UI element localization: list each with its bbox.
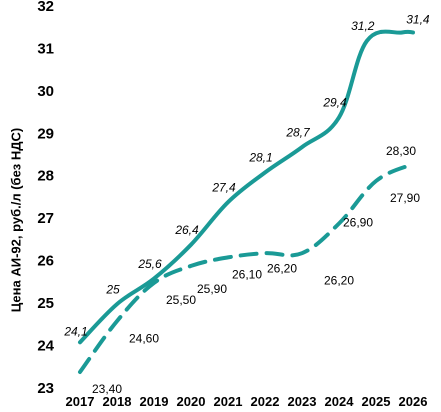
x-tick-label: 2019: [140, 394, 169, 409]
solid-data-label: 29,4: [322, 96, 347, 110]
y-tick-label: 27: [37, 210, 54, 227]
y-tick-label: 32: [37, 0, 54, 15]
solid-data-label: 26,4: [174, 223, 199, 237]
solid-data-label: 25: [105, 282, 120, 296]
dashed-series-line: [78, 162, 415, 374]
solid-data-label: 28,7: [285, 125, 311, 139]
x-tick-label: 2023: [288, 394, 317, 409]
y-axis-label-group: Цена АИ-92, руб./л (без НДС): [8, 128, 23, 312]
data-labels: 24,1 25 25,6 26,4 27,4 28,1 28,7 29,4 31,2 31,4 23…: [63, 13, 430, 397]
y-tick-label: 29: [37, 125, 54, 142]
solid-series-line: [78, 29, 415, 345]
solid-data-label: 31,2: [351, 19, 375, 33]
x-axis: 2017 2018 2019 2020 2021 2022 2023 2024 2025 2026: [66, 394, 428, 409]
y-tick-label: 23: [37, 380, 54, 397]
y-tick-label: 28: [37, 168, 54, 185]
y-tick-label: 25: [37, 295, 54, 312]
x-tick-label: 2026: [399, 394, 428, 409]
series-lines: [78, 29, 415, 374]
x-tick-label: 2020: [177, 394, 206, 409]
solid-data-label: 31,4: [406, 13, 430, 27]
x-tick-label: 2022: [251, 394, 280, 409]
y-tick-label: 24: [37, 338, 54, 355]
x-tick-label: 2017: [66, 394, 95, 409]
x-tick-label: 2018: [103, 394, 132, 409]
dashed-data-label: 26,90: [343, 216, 373, 230]
dashed-data-label: 23,40: [92, 382, 122, 396]
y-tick-label: 31: [37, 40, 54, 57]
dashed-data-label: 27,90: [390, 191, 420, 205]
solid-data-label: 25,6: [137, 257, 162, 271]
dashed-data-label: 26,20: [267, 261, 297, 275]
dashed-data-label: 26,10: [232, 268, 262, 282]
x-tick-label: 2021: [214, 394, 243, 409]
solid-data-label: 27,4: [211, 180, 236, 194]
dashed-data-label: 26,20: [324, 273, 354, 287]
dashed-data-label: 24,60: [129, 331, 159, 345]
y-axis-label: Цена АИ-92, руб./л (без НДС): [8, 128, 23, 312]
x-tick-label: 2025: [362, 394, 391, 409]
y-tick-label: 30: [37, 83, 54, 100]
solid-data-label: 28,1: [248, 151, 272, 165]
x-tick-label: 2024: [325, 394, 355, 409]
y-axis: 23 24 25 26 27 28 29 30 31 32: [37, 0, 54, 397]
dashed-data-label: 25,50: [166, 293, 196, 307]
dashed-data-label: 25,90: [197, 282, 227, 296]
dashed-data-label: 28,30: [386, 144, 416, 158]
solid-data-label: 24,1: [63, 324, 87, 338]
y-tick-label: 26: [37, 253, 54, 270]
